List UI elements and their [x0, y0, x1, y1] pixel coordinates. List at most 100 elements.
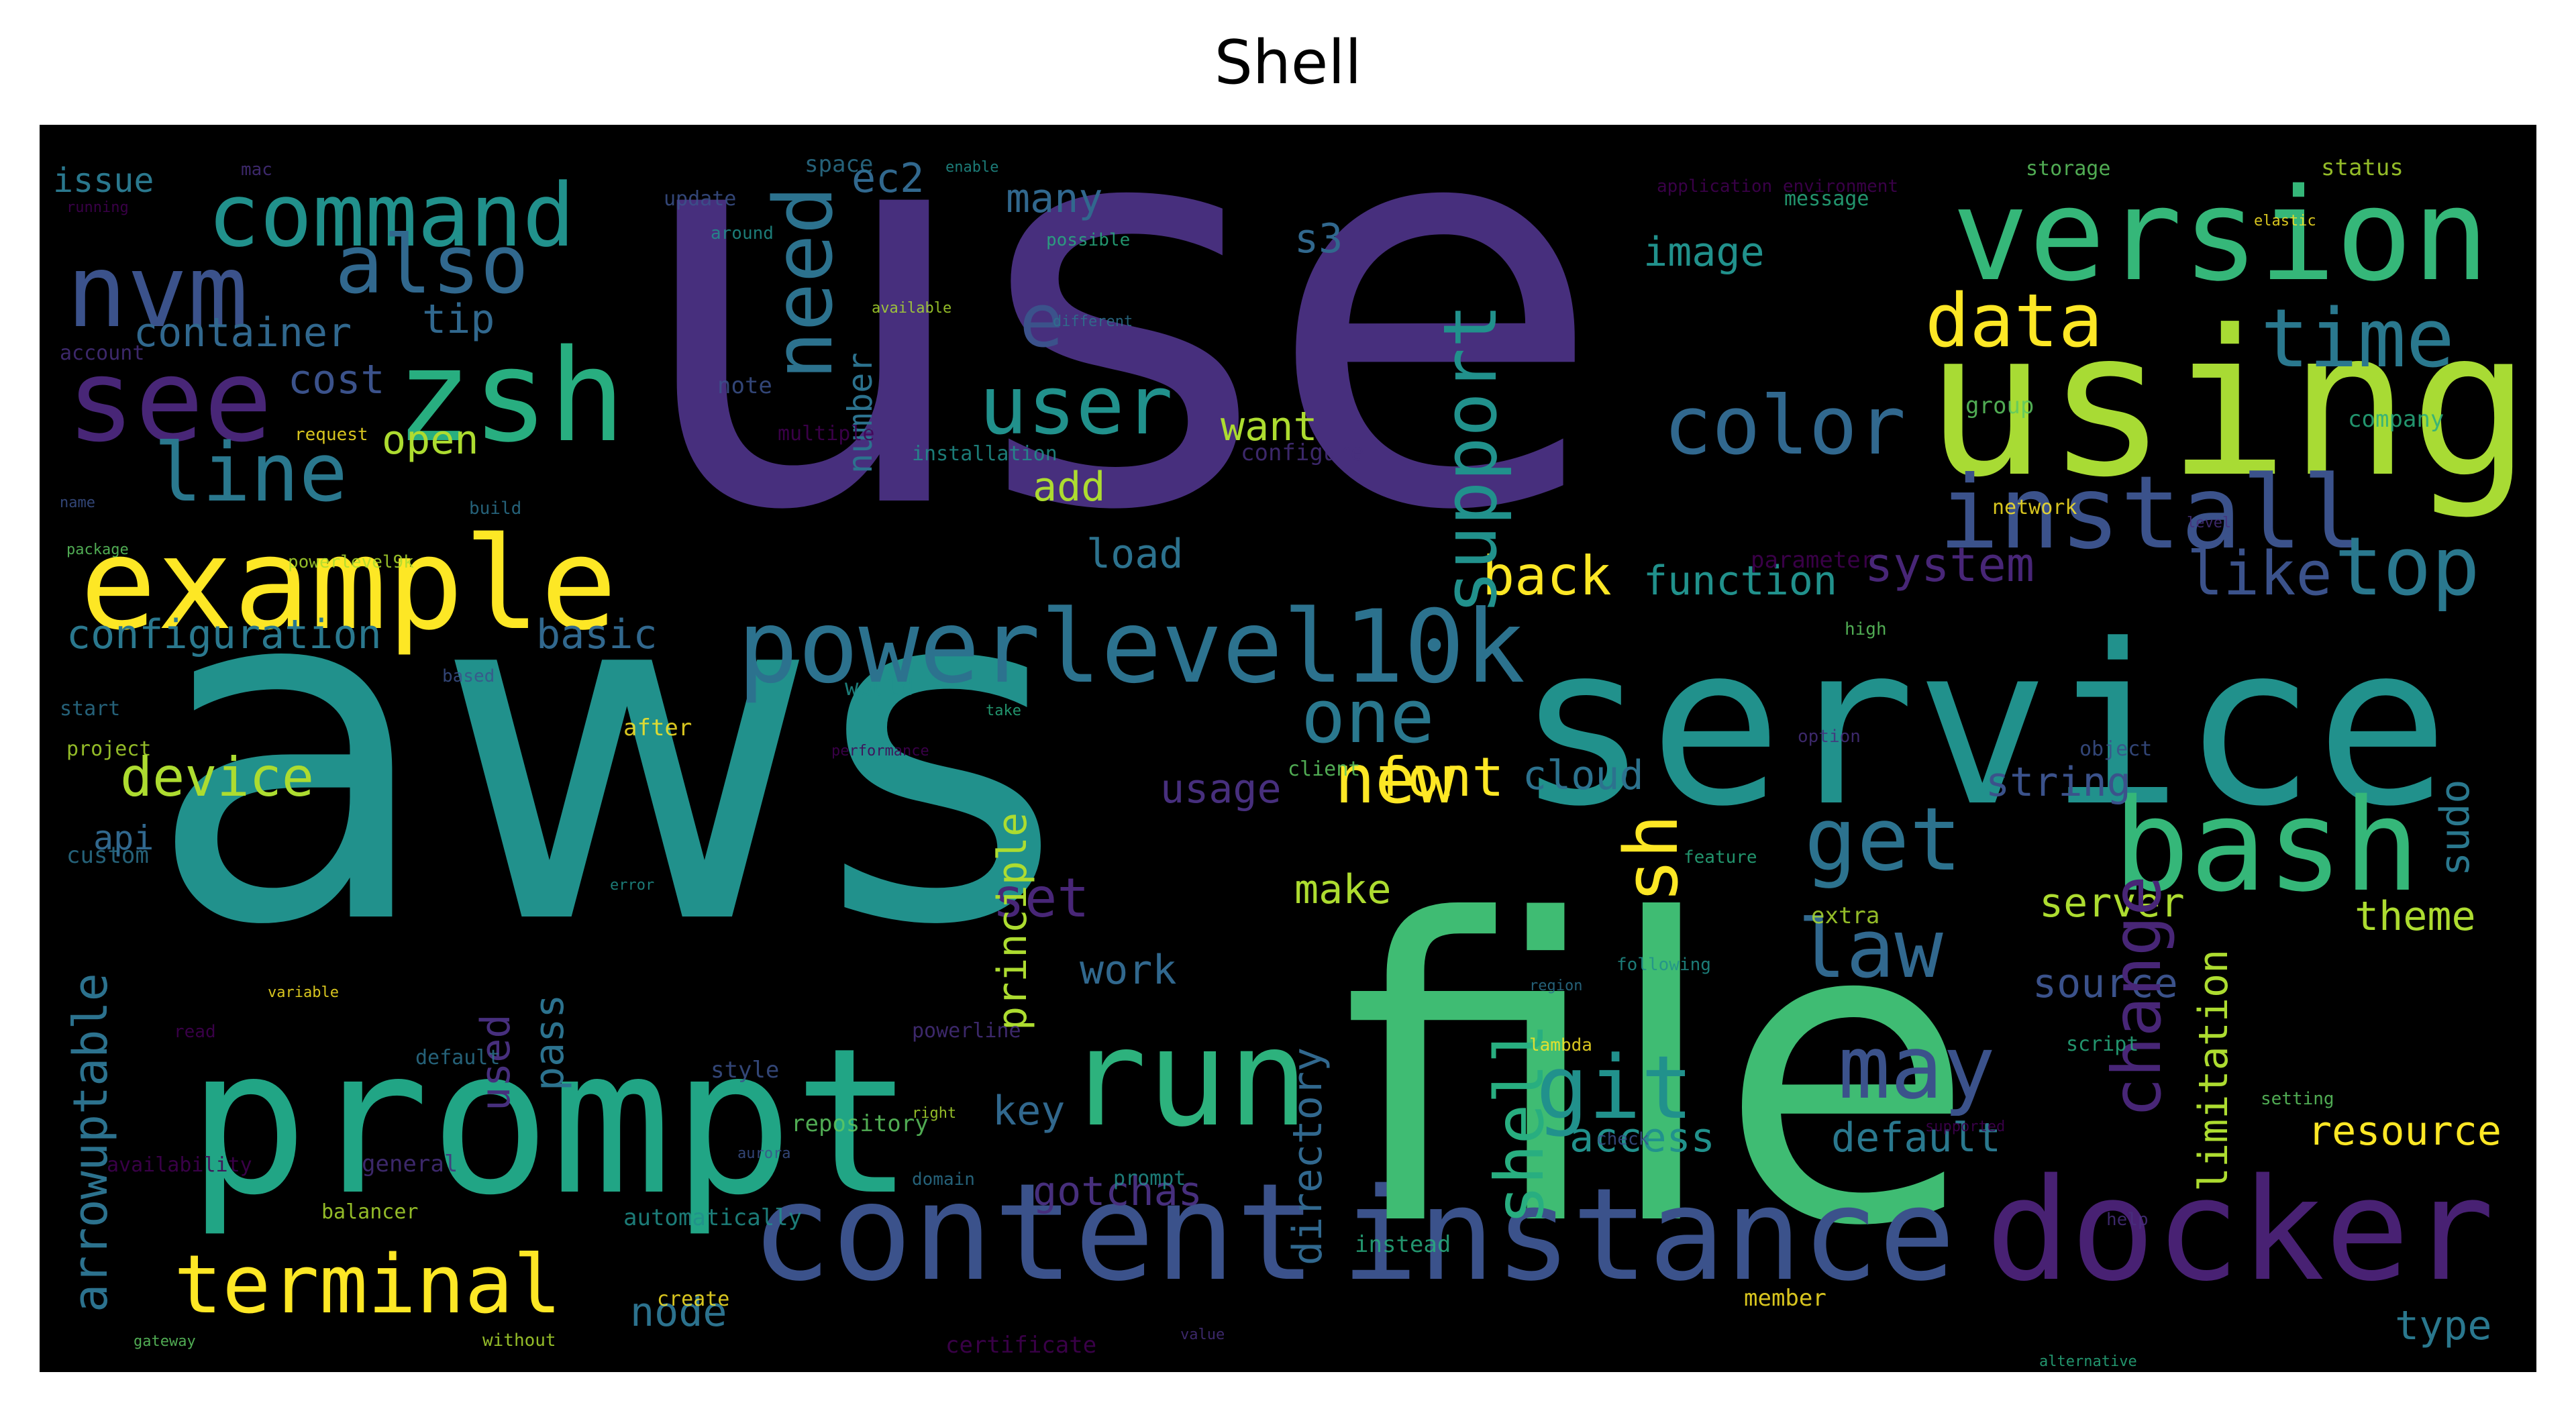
cloud-word-small: around — [711, 223, 774, 244]
cloud-word-nvm: nvm — [66, 233, 248, 350]
cloud-word-one: one — [1301, 674, 1435, 760]
cloud-word-small: without — [482, 1330, 556, 1351]
cloud-word-load: load — [1086, 531, 1184, 578]
cloud-word-like: like — [2187, 539, 2332, 609]
cloud-word-ec2: ec2 — [852, 155, 924, 202]
cloud-word-add: add — [1033, 464, 1105, 511]
cloud-word-small: member — [1744, 1285, 1826, 1312]
cloud-word-small: update — [664, 187, 736, 211]
cloud-word-function: function — [1643, 558, 1837, 605]
cloud-word-small: availability — [107, 1153, 252, 1177]
cloud-word-get: get — [1804, 788, 1962, 890]
cloud-word-default: default — [1831, 1114, 2001, 1161]
cloud-word-type: type — [2395, 1302, 2492, 1349]
cloud-word-top: top — [2334, 521, 2480, 614]
cloud-word-small: performance — [831, 743, 929, 760]
cloud-word-back: back — [1482, 545, 1612, 607]
cloud-word-small: right — [912, 1105, 956, 1122]
cloud-word-small: option — [1798, 727, 1861, 747]
cloud-word-small: installation — [912, 442, 1058, 466]
cloud-word-file: file — [1341, 833, 1975, 1317]
cloud-word-change: change — [2098, 876, 2176, 1118]
cloud-word-small: object — [2079, 737, 2152, 761]
cloud-word-small: configure — [1241, 439, 1364, 466]
cloud-word-small: parameter — [1751, 547, 1874, 574]
cloud-word-need: need — [758, 186, 851, 380]
cloud-word-zsh: zsh — [395, 322, 625, 470]
cloud-word-small: name — [60, 494, 95, 511]
cloud-word-small: build — [469, 499, 521, 519]
cloud-word-small: general — [362, 1151, 458, 1178]
cloud-word-small: style — [711, 1057, 779, 1084]
cloud-word-use: use — [630, 125, 1604, 631]
cloud-word-resource: resource — [2308, 1108, 2502, 1155]
cloud-word-key: key — [992, 1088, 1065, 1135]
cloud-word-color: color — [1663, 380, 1906, 473]
cloud-word-small: note — [717, 372, 772, 399]
cloud-word-small: multiple — [778, 422, 875, 446]
cloud-word-small: repository — [791, 1110, 929, 1137]
cloud-word-directory: directory — [1284, 1047, 1331, 1265]
cloud-word-small: project — [66, 737, 151, 761]
cloud-word-small: possible — [1046, 230, 1130, 250]
cloud-word-small: high — [1845, 619, 1887, 639]
cloud-word-see: see — [66, 335, 272, 468]
cloud-word-small: feature — [1684, 847, 1757, 868]
cloud-word-new: new — [1335, 740, 1456, 819]
cloud-word-small: would — [845, 674, 913, 701]
cloud-word-small: help — [2106, 1210, 2149, 1230]
cloud-word-may: may — [1838, 1016, 1996, 1118]
cloud-word-small: client — [1288, 757, 1360, 781]
cloud-word-support: support — [1427, 303, 1513, 615]
cloud-word-data: data — [1925, 278, 2103, 364]
cloud-word-small: company — [2348, 406, 2444, 433]
figure-title: Shell — [1214, 28, 1362, 98]
cloud-word-bash: bash — [2113, 772, 2420, 920]
cloud-word-shell: shell — [1480, 1023, 1559, 1225]
cloud-word-source: source — [2032, 960, 2178, 1007]
cloud-word-make: make — [1294, 866, 1392, 913]
cloud-word-small: variable — [268, 984, 339, 1001]
cloud-word-device: device — [120, 746, 314, 808]
cloud-word-small: read — [174, 1022, 216, 1042]
cloud-word-small: start — [60, 697, 120, 721]
cloud-word-small: default — [415, 1046, 500, 1069]
cloud-word-issue: issue — [53, 161, 154, 200]
cloud-word-git: git — [1536, 1037, 1694, 1139]
cloud-word-small: gateway — [134, 1333, 196, 1350]
cloud-word-small: running — [66, 199, 129, 216]
cloud-word-small: region — [1529, 978, 1582, 994]
cloud-word-font: font — [1375, 746, 1504, 808]
cloud-word-arrowuptable: arrowuptable — [63, 973, 118, 1312]
cloud-word-command: command — [207, 164, 575, 266]
cloud-word-small: status — [2321, 154, 2404, 181]
cloud-word-small: powerlevel9k — [288, 552, 414, 572]
cloud-word-example: example — [80, 510, 617, 658]
cloud-word-small: elastic — [2254, 213, 2316, 229]
cloud-word-small: script — [2066, 1033, 2139, 1056]
cloud-word-s3: s3 — [1294, 215, 1343, 262]
cloud-word-install: install — [1939, 455, 2363, 572]
cloud-word-terminal: terminal — [174, 1239, 562, 1332]
cloud-word-small: following — [1616, 955, 1711, 975]
cloud-word-small: supported — [1925, 1118, 2005, 1135]
cloud-word-content: content — [751, 1155, 1317, 1311]
cloud-word-small: custom — [66, 842, 149, 869]
cloud-word-small: extra — [1811, 902, 1879, 929]
cloud-word-small: value — [1180, 1326, 1225, 1343]
cloud-word-pass: pass — [526, 994, 573, 1092]
cloud-word-small: mac — [241, 160, 272, 180]
cloud-word-e: e — [1019, 278, 1064, 364]
cloud-word-server: server — [2039, 880, 2185, 927]
cloud-word-version: version — [1952, 161, 2489, 309]
cloud-word-small: aurora — [737, 1145, 790, 1162]
cloud-word-image: image — [1643, 229, 1765, 276]
cloud-word-principle: principle — [989, 813, 1036, 1031]
cloud-word-small: space — [805, 151, 873, 178]
cloud-word-small: automatically — [623, 1204, 802, 1231]
cloud-word-small: account — [60, 342, 144, 365]
cloud-word-container: container — [134, 309, 352, 356]
cloud-word-small: storage — [2026, 157, 2110, 180]
cloud-word-line: line — [154, 427, 348, 520]
cloud-word-small: certificate — [945, 1332, 1096, 1359]
